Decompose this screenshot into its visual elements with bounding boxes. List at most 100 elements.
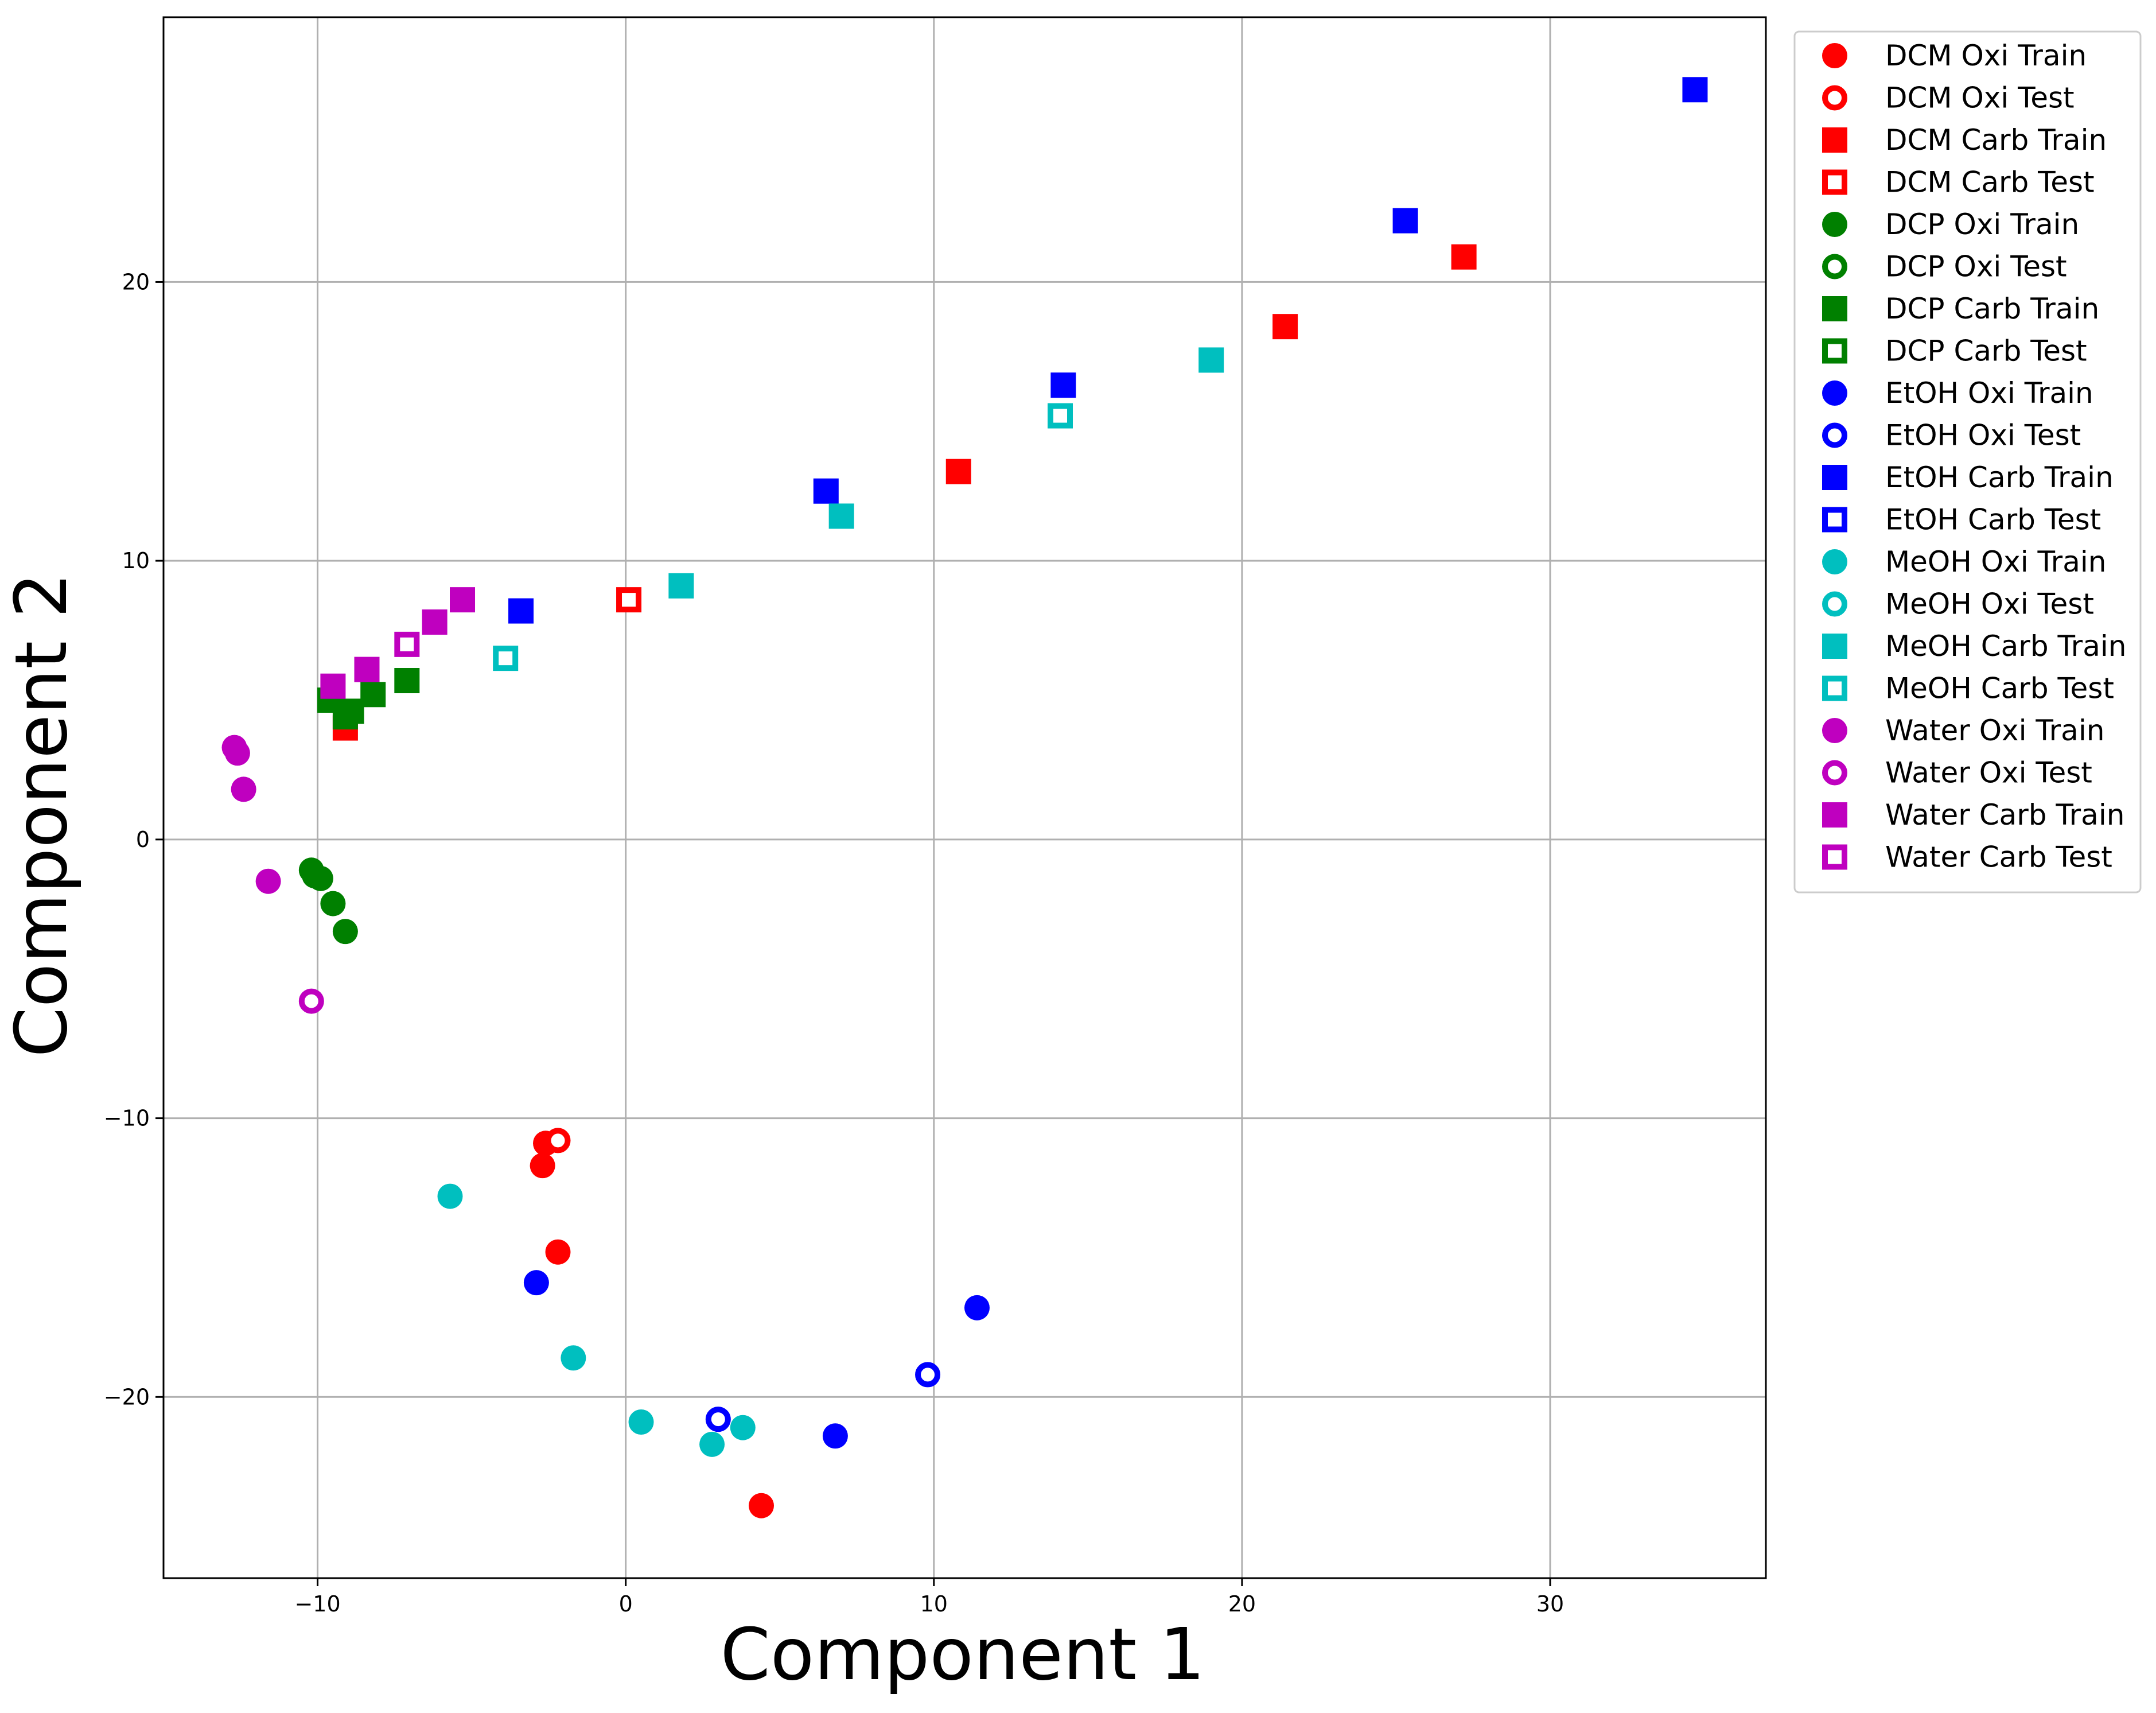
series-etoh-oxi-test: [705, 1362, 941, 1432]
data-point: [308, 865, 333, 891]
y-axis-label: Component 2: [0, 573, 83, 1058]
legend-entry: MeOH Oxi Train: [1822, 545, 2106, 578]
legend-marker: [1822, 549, 1847, 574]
legend-label: Water Carb Test: [1885, 841, 2112, 874]
series-etoh-carb-train: [508, 77, 1708, 624]
data-point: [493, 646, 519, 671]
data-points: [221, 77, 1708, 1518]
series-water-carb-train: [320, 587, 476, 699]
legend-entry: DCM Carb Test: [1822, 166, 2095, 199]
y-tick-label: 0: [136, 827, 150, 852]
legend-marker: [1822, 127, 1847, 153]
data-point: [1048, 403, 1073, 429]
legend-label: DCP Oxi Train: [1885, 208, 2079, 241]
legend-label: EtOH Carb Train: [1885, 461, 2114, 494]
legend-label: DCM Carb Train: [1885, 123, 2107, 157]
data-point: [1392, 208, 1418, 234]
legend: DCM Oxi Train DCM Oxi Test DCM Carb Train D…: [1793, 30, 2142, 894]
legend-entry: DCP Oxi Test: [1822, 250, 2067, 283]
legend-label: DCP Carb Test: [1885, 335, 2087, 368]
legend-marker: [1822, 634, 1847, 659]
x-axis-label: Component 1: [721, 1613, 1205, 1696]
y-tick-label: −20: [104, 1384, 150, 1409]
data-point: [437, 1183, 463, 1209]
data-point: [508, 598, 534, 624]
legend-entry: EtOH Carb Test: [1822, 503, 2101, 537]
data-point: [561, 1345, 586, 1371]
y-tick-label: −10: [104, 1106, 150, 1131]
legend-entry: DCP Carb Train: [1822, 292, 2099, 325]
series-meoh-carb-train: [668, 347, 1224, 599]
legend-marker: [1822, 507, 1847, 533]
plot-area-frame: [162, 16, 1767, 1579]
legend-entry: DCM Carb Train: [1822, 123, 2107, 157]
legend-label: EtOH Oxi Train: [1885, 376, 2093, 410]
data-point: [224, 740, 250, 766]
legend-label: DCP Carb Train: [1885, 292, 2099, 325]
data-point: [545, 1239, 571, 1265]
x-tick-label: 20: [1228, 1591, 1256, 1617]
series-etoh-oxi-train: [523, 1270, 990, 1449]
series-meoh-carb-test: [493, 403, 1073, 671]
legend-label: EtOH Oxi Test: [1885, 419, 2081, 452]
legend-marker: [1822, 212, 1847, 237]
data-point: [360, 682, 386, 708]
legend-label: Water Carb Train: [1885, 798, 2124, 832]
data-point: [1050, 372, 1076, 398]
x-tick-label: 10: [920, 1591, 948, 1617]
legend-entry: MeOH Carb Train: [1822, 630, 2126, 663]
grid-lines: [164, 17, 1766, 1578]
series-water-oxi-test: [298, 988, 324, 1014]
legend-label: Water Oxi Test: [1885, 756, 2092, 790]
legend-marker: [1822, 802, 1847, 828]
data-point: [320, 673, 346, 699]
legend-entry: DCM Oxi Train: [1822, 39, 2087, 72]
legend-marker: [1822, 85, 1847, 111]
legend-label: Water Oxi Train: [1885, 714, 2104, 747]
legend-entry: Water Oxi Train: [1822, 714, 2104, 747]
legend-entry: DCM Oxi Test: [1822, 81, 2075, 115]
series-meoh-oxi-train: [437, 1183, 756, 1457]
data-point: [730, 1415, 756, 1440]
legend-entry: EtOH Oxi Test: [1822, 419, 2081, 452]
legend-entry: MeOH Oxi Test: [1822, 588, 2094, 621]
data-point: [332, 919, 358, 945]
legend-marker: [1822, 844, 1847, 870]
x-tick-label: 30: [1536, 1591, 1564, 1617]
data-point: [1451, 244, 1477, 270]
legend-marker: [1822, 338, 1847, 364]
legend-entry: Water Oxi Test: [1822, 756, 2092, 790]
legend-entry: EtOH Carb Train: [1822, 461, 2114, 494]
legend-entry: DCP Carb Test: [1822, 335, 2087, 368]
series-dcm-oxi-test: [545, 1128, 571, 1153]
data-point: [616, 587, 642, 613]
legend-label: MeOH Carb Test: [1885, 672, 2114, 705]
legend-entry: Water Carb Train: [1822, 798, 2124, 832]
data-point: [320, 891, 346, 916]
series-dcp-oxi-train: [298, 857, 358, 945]
data-point: [1682, 77, 1708, 103]
legend-marker: [1822, 43, 1847, 68]
data-point: [530, 1153, 555, 1179]
legend-marker: [1822, 380, 1847, 406]
data-point: [749, 1493, 775, 1518]
y-tick-label: 10: [122, 548, 150, 573]
legend-entry: EtOH Oxi Train: [1822, 376, 2093, 410]
legend-marker: [1822, 169, 1847, 195]
data-point: [394, 631, 420, 657]
data-point: [255, 868, 281, 894]
axis-ticks: −10 0 10 20 30 −20 −10 0 10 20: [104, 269, 1564, 1617]
legend-label: DCM Carb Test: [1885, 166, 2095, 199]
legend-marker: [1822, 254, 1847, 279]
data-point: [523, 1270, 549, 1296]
data-point: [813, 478, 839, 504]
data-point: [628, 1409, 654, 1435]
legend-label: MeOH Oxi Test: [1885, 588, 2094, 621]
x-tick-label: 0: [619, 1591, 633, 1617]
data-point: [964, 1295, 990, 1320]
data-point: [1272, 314, 1298, 340]
legend-label: MeOH Carb Train: [1885, 630, 2126, 663]
data-point: [231, 776, 256, 802]
data-point: [354, 657, 380, 682]
legend-marker: [1822, 760, 1847, 786]
